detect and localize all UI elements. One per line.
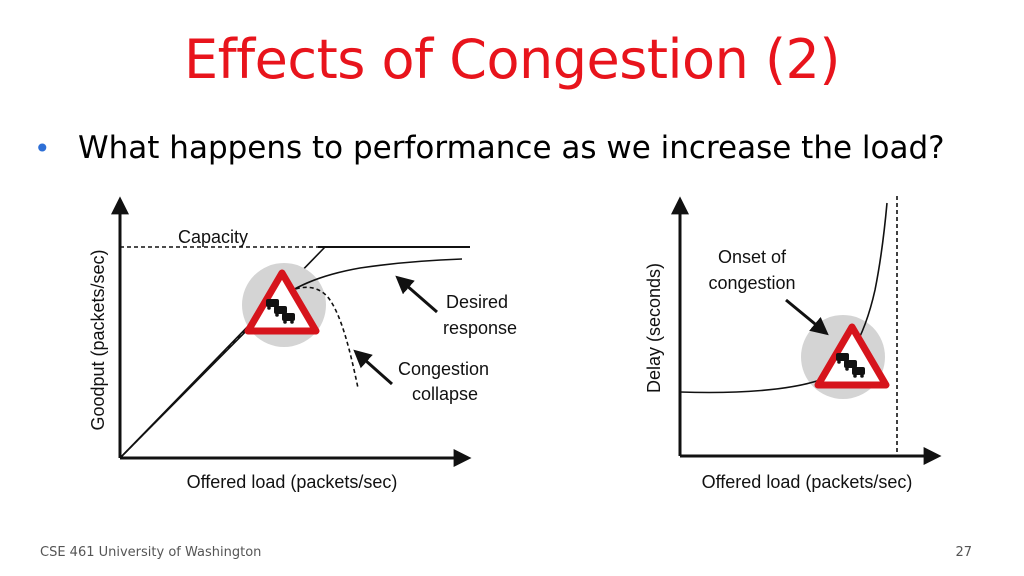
bullet-dot-icon: • (34, 132, 51, 165)
collapse-label-line2: collapse (412, 384, 478, 404)
slide-title: Effects of Congestion (2) (184, 28, 840, 91)
left-x-axis-label: Offered load (packets/sec) (187, 472, 398, 492)
collapse-arrow (353, 349, 393, 386)
desired-label-line2: response (443, 318, 517, 338)
right-x-axis-label: Offered load (packets/sec) (702, 472, 913, 492)
right-y-axis-label: Delay (seconds) (644, 263, 664, 393)
onset-label-line2: congestion (708, 273, 795, 293)
right-diagram: Onset of congestion Offered load (packet… (644, 196, 942, 492)
left-diagram: Capacity Desired response Congestion col… (88, 196, 517, 492)
bullet-item: • What happens to performance as we incr… (34, 130, 945, 166)
collapse-label-line1: Congestion (398, 359, 489, 379)
bullet-text: What happens to performance as we increa… (78, 130, 945, 166)
desired-label-line1: Desired (446, 292, 508, 312)
footer-course: CSE 461 University of Washington (40, 545, 262, 560)
desired-arrow (395, 275, 438, 314)
footer-page-number: 27 (955, 545, 972, 560)
onset-arrow (785, 298, 829, 336)
capacity-label: Capacity (178, 227, 248, 247)
left-y-axis-label: Goodput (packets/sec) (88, 249, 108, 430)
onset-label-line1: Onset of (718, 247, 787, 267)
